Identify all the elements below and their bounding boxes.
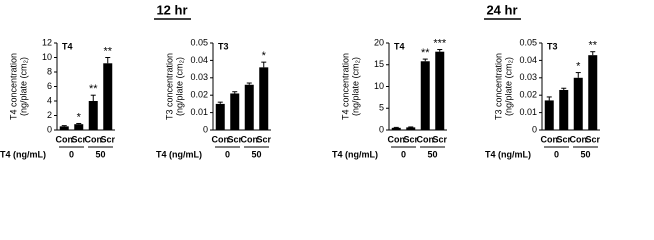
x-tick-label: Con	[541, 134, 559, 144]
x-tick-label: Scr	[432, 134, 447, 144]
bar	[74, 124, 84, 130]
group-label: 50	[580, 149, 590, 159]
x-tick-label: Con	[388, 134, 406, 144]
bar	[559, 89, 569, 130]
y-tick-label: 10	[374, 81, 384, 91]
x-tick-label: Scr	[71, 134, 86, 144]
y-tick-label: 0.03	[519, 72, 537, 82]
bar	[588, 55, 598, 130]
y-tick-label: 0.05	[519, 37, 537, 47]
x-tick-label: Scr	[556, 134, 571, 144]
y-tick-label: 0.02	[519, 90, 537, 100]
bar	[544, 100, 554, 130]
significance-label: **	[89, 83, 98, 95]
time-label: 24 hr	[486, 2, 517, 17]
y-tick-label: 6	[47, 81, 52, 91]
bar	[59, 126, 69, 130]
group-label: 50	[95, 149, 105, 159]
y-tick-label: 0	[532, 124, 537, 134]
y-tick-label: 0	[203, 124, 208, 134]
y-axis-label: T4 concentration	[340, 53, 350, 120]
significance-label: **	[103, 45, 112, 57]
bar	[88, 101, 98, 130]
y-tick-label: 0.03	[190, 72, 208, 82]
y-tick-label: 0.05	[190, 37, 208, 47]
y-tick-label: 5	[379, 103, 384, 113]
y-axis-label: (ng/plate (cm₂)	[350, 57, 360, 116]
y-tick-label: 0.01	[519, 107, 537, 117]
y-axis-label: (ng/plate (cm₂)	[18, 57, 28, 116]
y-tick-label: 12	[42, 37, 52, 47]
y-tick-label: 8	[47, 66, 52, 76]
bar	[435, 51, 445, 131]
x-tick-label: Scr	[100, 134, 115, 144]
y-tick-label: 0	[47, 124, 52, 134]
y-tick-label: 15	[374, 59, 384, 69]
x-tick-label: Con	[417, 134, 435, 144]
x-tick-label: Scr	[585, 134, 600, 144]
y-tick-label: 20	[374, 37, 384, 47]
bar	[215, 103, 225, 130]
group-label: 50	[251, 149, 261, 159]
y-tick-label: 0.02	[190, 90, 208, 100]
group-label: 0	[69, 149, 74, 159]
x-tick-label: Con	[212, 134, 230, 144]
panel-label: T3	[218, 41, 229, 51]
significance-label: *	[576, 60, 581, 72]
panel-label: T3	[547, 41, 558, 51]
y-tick-label: 4	[47, 95, 52, 105]
bar	[230, 93, 240, 130]
y-tick-label: 0.04	[190, 55, 208, 65]
group-axis-label: T4 (ng/mL)	[0, 149, 46, 159]
y-tick-label: 0.01	[190, 107, 208, 117]
group-axis-label: T4 (ng/mL)	[156, 149, 202, 159]
significance-label: *	[262, 50, 267, 62]
group-label: 0	[401, 149, 406, 159]
significance-label: *	[77, 111, 82, 123]
y-tick-label: 2	[47, 110, 52, 120]
bar	[103, 63, 113, 130]
bar	[406, 127, 416, 130]
bar	[391, 127, 401, 130]
x-tick-label: Con	[85, 134, 103, 144]
x-tick-label: Con	[56, 134, 74, 144]
time-label: 12 hr	[156, 2, 187, 17]
group-label: 0	[225, 149, 230, 159]
bar	[259, 67, 269, 130]
x-tick-label: Con	[241, 134, 259, 144]
group-label: 50	[427, 149, 437, 159]
y-axis-label: T4 concentration	[8, 53, 18, 120]
significance-label: **	[421, 47, 430, 59]
significance-label: **	[588, 40, 597, 52]
y-axis-label: (ng/plate (cm₂)	[503, 57, 513, 116]
bar	[420, 61, 430, 130]
x-tick-label: Con	[570, 134, 588, 144]
significance-label: ***	[433, 37, 447, 49]
group-axis-label: T4 (ng/mL)	[332, 149, 378, 159]
panel-label: T4	[394, 41, 405, 51]
panel-label: T4	[62, 41, 73, 51]
group-axis-label: T4 (ng/mL)	[485, 149, 531, 159]
bar	[244, 84, 254, 130]
y-tick-label: 0	[379, 124, 384, 134]
group-label: 0	[554, 149, 559, 159]
x-tick-label: Scr	[227, 134, 242, 144]
y-tick-label: 10	[42, 52, 52, 62]
y-axis-label: T3 concentration	[164, 53, 174, 120]
x-tick-label: Scr	[256, 134, 271, 144]
bar	[573, 77, 583, 130]
y-tick-label: 0.04	[519, 55, 537, 65]
x-tick-label: Scr	[403, 134, 418, 144]
y-axis-label: T3 concentration	[493, 53, 503, 120]
y-axis-label: (ng/plate (cm₂)	[174, 57, 184, 116]
